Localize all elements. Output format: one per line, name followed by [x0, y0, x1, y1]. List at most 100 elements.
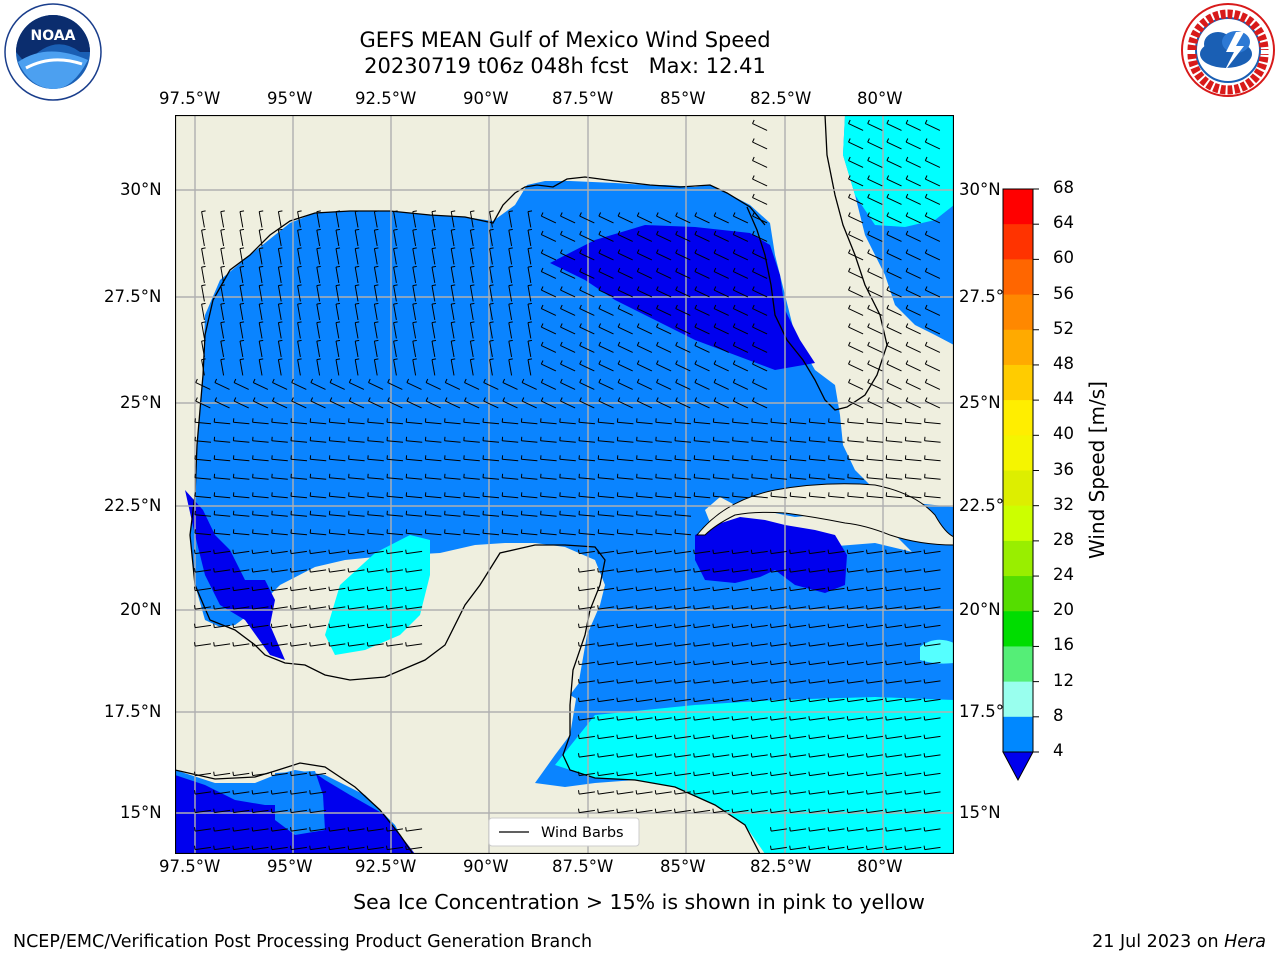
wind-barb-flag	[470, 228, 475, 231]
wind-barb-flag	[355, 210, 360, 213]
wind-barb	[636, 606, 653, 610]
wind-barb-flag	[731, 586, 734, 591]
wind-barb	[675, 698, 691, 703]
wind-barb-flag	[636, 360, 640, 365]
wind-barb-flag	[694, 378, 698, 383]
wind-barb	[252, 606, 269, 610]
wind-barb-flag	[693, 660, 695, 665]
wind-barb	[482, 532, 500, 536]
wind-barb-flag	[386, 845, 388, 850]
wind-barb	[239, 341, 244, 357]
wind-barb-flag	[789, 753, 791, 758]
wind-barb	[617, 440, 634, 443]
colorbar-tick-label: 64	[1053, 213, 1074, 233]
wind-barb-flag	[750, 549, 753, 554]
wind-barb	[463, 458, 480, 462]
wind-barb-flag	[502, 397, 506, 402]
wind-barb-flag	[347, 642, 350, 647]
wind-barb-flag	[220, 265, 225, 268]
wind-barb-flag	[328, 549, 330, 554]
wind-barb-flag	[278, 284, 283, 287]
wind-barb	[694, 400, 710, 409]
wind-barb	[886, 345, 902, 353]
wind-barb	[406, 550, 423, 555]
wind-barb	[771, 643, 787, 647]
wind-barb	[598, 643, 615, 647]
colorbar-label: Wind Speed [m/s]	[1085, 381, 1109, 559]
wind-barb-flag	[866, 660, 868, 665]
wind-barb-flag	[194, 845, 196, 850]
wind-barb-flag	[251, 790, 254, 795]
wind-barb	[559, 440, 576, 443]
wind-barb-flag	[220, 284, 225, 287]
wind-barb	[790, 754, 807, 758]
wind-barb-flag	[846, 679, 849, 684]
wind-barb-flag	[425, 378, 429, 383]
wind-barb-flag	[431, 210, 437, 213]
wind-barb	[291, 791, 307, 795]
wind-barb-flag	[808, 586, 810, 591]
wind-barb-flag	[386, 586, 388, 591]
wind-barb	[637, 215, 653, 224]
wind-barb	[527, 359, 532, 376]
wind-barb	[386, 514, 404, 517]
wind-barb	[233, 587, 250, 592]
wind-barb	[886, 363, 902, 372]
wind-barb-flag	[374, 321, 379, 324]
wind-barb-flag	[848, 230, 851, 235]
wind-barb	[790, 606, 807, 610]
wind-barb	[598, 477, 615, 480]
wind-barb	[194, 477, 212, 480]
wind-barb	[675, 754, 691, 758]
wind-barb	[886, 252, 902, 261]
wind-barb-flag	[232, 642, 234, 647]
wind-barb	[367, 587, 384, 592]
wind-barb-flag	[866, 827, 868, 832]
wind-barb-flag	[904, 697, 906, 702]
wind-barb-flag	[712, 790, 714, 795]
wind-barb-flag	[464, 378, 467, 383]
wind-barb	[732, 698, 749, 703]
wind-barb	[214, 569, 231, 573]
wind-barb-flag	[213, 605, 215, 610]
wind-barb-flag	[578, 586, 580, 591]
wind-barb-flag	[731, 660, 734, 665]
wind-barb-flag	[431, 321, 437, 324]
wind-barb	[450, 285, 455, 302]
wind-barb	[770, 458, 788, 462]
wind-barb	[201, 359, 205, 376]
wind-barb-flag	[731, 679, 734, 684]
wind-barb-flag	[251, 642, 254, 647]
wind-barb	[886, 458, 903, 462]
wind-barb-flag	[675, 304, 678, 309]
wind-barb	[886, 772, 903, 777]
wind-barb-flag	[904, 734, 906, 739]
wind-barb-flag	[693, 753, 695, 758]
wind-barb-flag	[540, 230, 544, 235]
wind-barb	[924, 828, 941, 832]
wind-barb-flag	[886, 175, 890, 180]
wind-barb-flag	[674, 679, 676, 684]
wind-barb-flag	[713, 397, 717, 402]
wind-barb-flag	[713, 360, 717, 365]
wind-barb	[925, 271, 941, 279]
wind-barb-flag	[770, 808, 772, 813]
wind-barb-flag	[335, 210, 341, 213]
wind-barb	[252, 477, 269, 480]
wind-barb	[752, 345, 768, 353]
wind-barb-flag	[405, 549, 407, 554]
wind-barb	[694, 308, 710, 316]
wind-barb-flag	[827, 771, 830, 776]
wind-barb-flag	[431, 358, 437, 361]
wind-barb	[886, 680, 903, 684]
wind-barb-flag	[335, 358, 341, 361]
wind-barb	[560, 345, 576, 353]
wind-barb	[335, 359, 340, 376]
wind-barb-flag	[335, 339, 341, 342]
lat-tick-right-1: 30°N	[959, 180, 1001, 199]
wind-barb-flag	[750, 586, 753, 591]
wind-barb-flag	[770, 549, 772, 554]
wind-barb	[393, 267, 397, 283]
wind-barb	[713, 271, 729, 279]
wind-barb	[655, 421, 672, 425]
